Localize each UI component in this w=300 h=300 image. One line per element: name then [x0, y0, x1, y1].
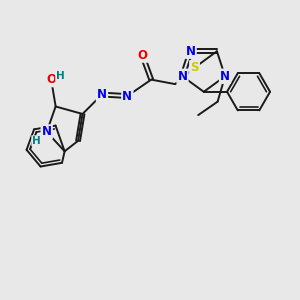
Text: N: N — [178, 70, 188, 83]
Text: N: N — [42, 125, 52, 138]
Text: H: H — [56, 71, 64, 81]
Text: N: N — [122, 89, 132, 103]
Text: N: N — [220, 70, 230, 83]
Text: O: O — [137, 49, 147, 62]
Text: S: S — [190, 61, 199, 74]
Text: N: N — [186, 45, 196, 58]
Text: O: O — [46, 73, 56, 86]
Text: H: H — [32, 136, 40, 146]
Text: N: N — [97, 88, 107, 101]
